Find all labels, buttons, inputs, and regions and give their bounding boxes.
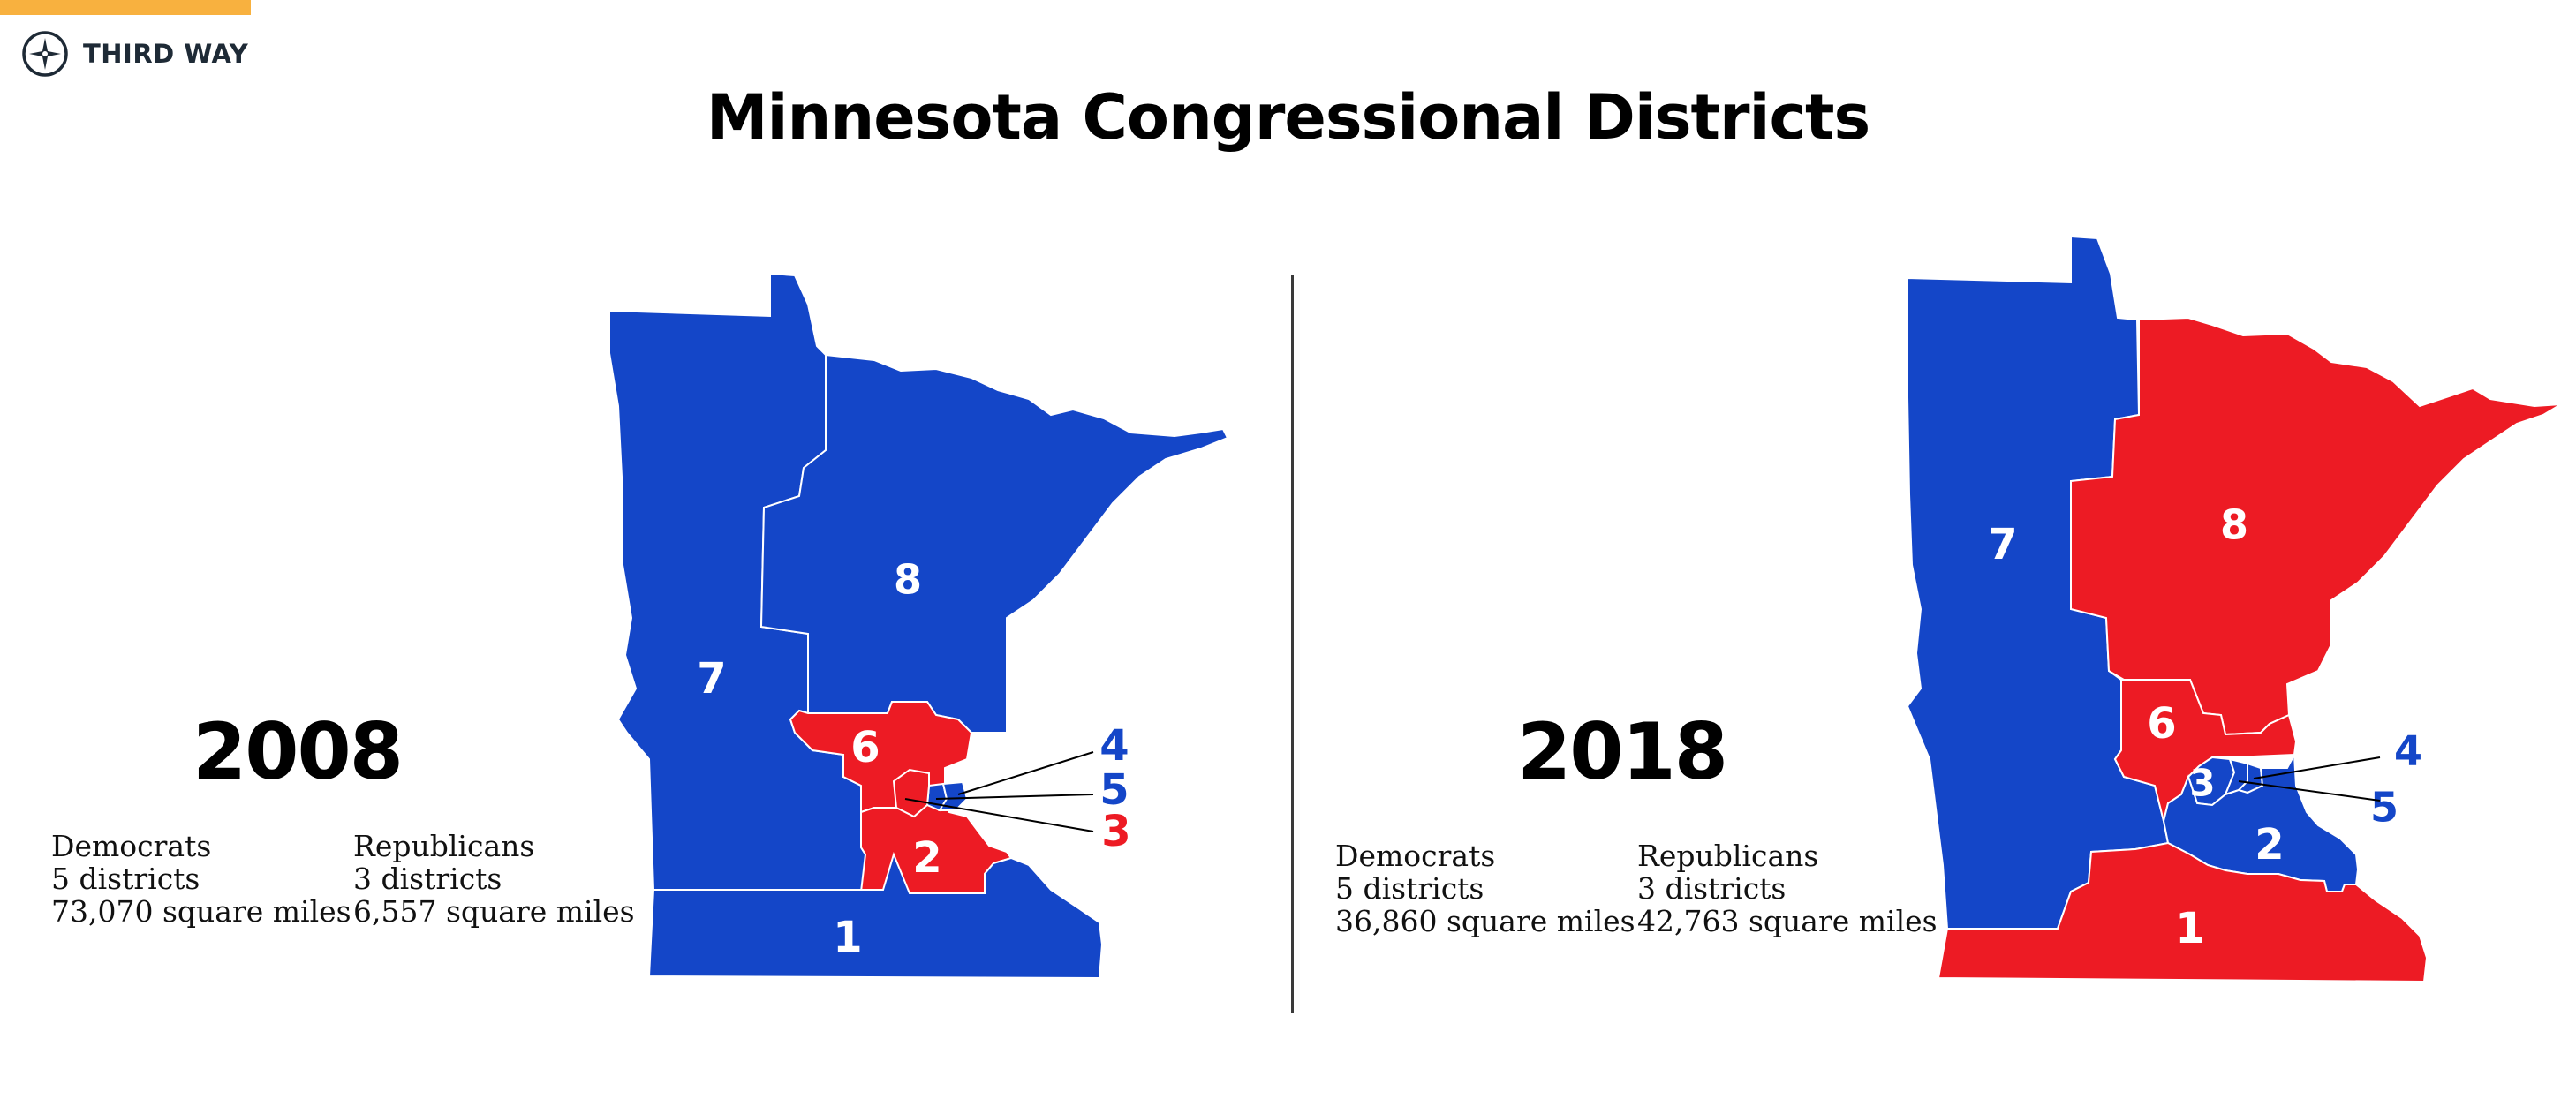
- district-label-2: 2: [2255, 820, 2284, 869]
- compass-star-icon: [22, 31, 68, 77]
- republicans-stats-2018: Republicans 3 districts 42,763 square mi…: [1637, 839, 1938, 937]
- district-label-6: 6: [850, 723, 880, 772]
- democrats-area: 36,860 square miles: [1335, 904, 1635, 938]
- callouts-2008: [904, 751, 1094, 832]
- map-2008: 1 2 3 45 6 7 8: [608, 272, 1229, 980]
- district-1-2018: [1937, 841, 2429, 983]
- accent-bar: [0, 0, 251, 15]
- republicans-area: 6,557 square miles: [353, 894, 635, 929]
- republicans-stats-2008: Republicans 3 districts 6,557 square mil…: [353, 830, 635, 928]
- district-label-3: 3: [1101, 807, 1130, 856]
- republicans-area: 42,763 square miles: [1637, 904, 1938, 938]
- district-labels-2008: 1 2 3 45 6 7 8: [697, 556, 1130, 963]
- democrats-stats-2018: Democrats 5 districts 36,860 square mile…: [1335, 839, 1635, 937]
- district-label-8: 8: [2220, 501, 2248, 549]
- brand: THIRD WAY: [21, 28, 248, 79]
- republicans-districts: 3 districts: [1637, 871, 1787, 906]
- republicans-label: Republicans: [353, 829, 535, 863]
- democrats-label: Democrats: [51, 829, 212, 863]
- map-divider: [1291, 275, 1294, 1013]
- district-label-2: 2: [912, 833, 941, 883]
- district-label-5: 5: [2370, 784, 2398, 832]
- democrats-label: Democrats: [1335, 839, 1496, 873]
- district-label-7: 7: [1988, 520, 2017, 569]
- district-3-2008: [892, 768, 930, 818]
- district-label-4: 4: [1099, 721, 1129, 771]
- district-label-1: 1: [833, 913, 862, 962]
- democrats-area: 73,070 square miles: [51, 894, 351, 929]
- democrats-stats-2008: Democrats 5 districts 73,070 square mile…: [51, 830, 351, 928]
- district-6-2018: [2113, 679, 2298, 822]
- district-label-3: 3: [2189, 762, 2215, 805]
- democrats-districts: 5 districts: [1335, 871, 1484, 906]
- year-2008: 2008: [193, 706, 404, 797]
- district-label-5: 5: [1099, 765, 1129, 815]
- year-2018: 2018: [1517, 706, 1728, 797]
- district-label-1: 1: [2175, 904, 2204, 953]
- district-label-4: 4: [2394, 727, 2422, 775]
- republicans-districts: 3 districts: [353, 862, 502, 896]
- republicans-label: Republicans: [1637, 839, 1819, 873]
- district-label-6: 6: [2147, 699, 2176, 749]
- district-label-8: 8: [894, 556, 922, 604]
- district-8-2008: [759, 353, 1229, 734]
- page-title: Minnesota Congressional Districts: [706, 81, 1870, 154]
- district-8-2018: [2070, 316, 2562, 736]
- district-label-7: 7: [697, 654, 726, 704]
- district-1-2008: [647, 852, 1104, 980]
- brand-name: THIRD WAY: [83, 39, 249, 69]
- callouts-2018: [2238, 756, 2381, 802]
- democrats-districts: 5 districts: [51, 862, 200, 896]
